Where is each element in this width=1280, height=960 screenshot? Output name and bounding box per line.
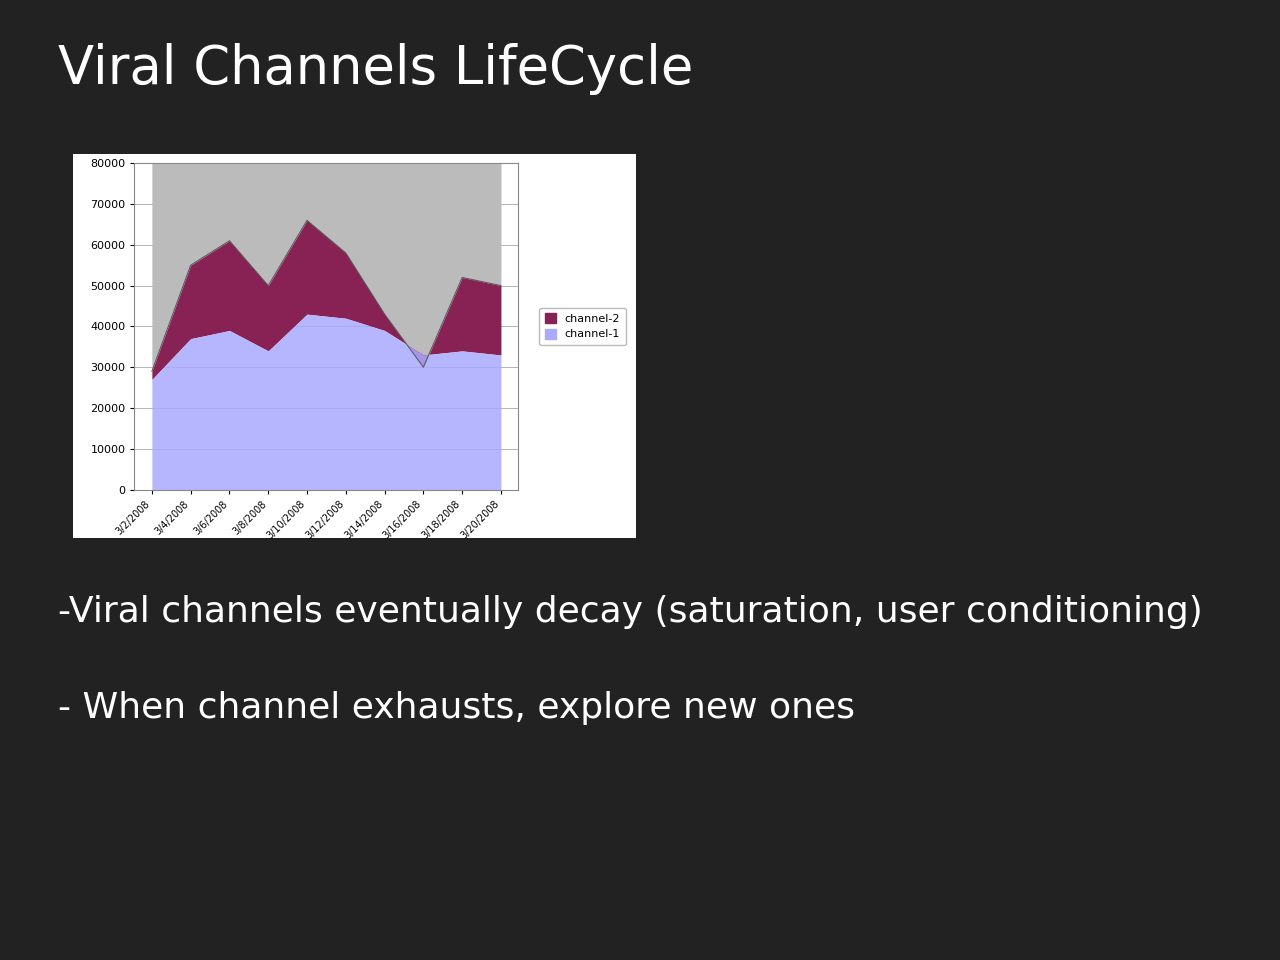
Text: Viral Channels LifeCycle: Viral Channels LifeCycle <box>58 43 692 95</box>
Text: -Viral channels eventually decay (saturation, user conditioning): -Viral channels eventually decay (satura… <box>58 595 1202 629</box>
Legend: channel-2, channel-1: channel-2, channel-1 <box>539 308 626 345</box>
Text: - When channel exhausts, explore new ones: - When channel exhausts, explore new one… <box>58 691 855 725</box>
